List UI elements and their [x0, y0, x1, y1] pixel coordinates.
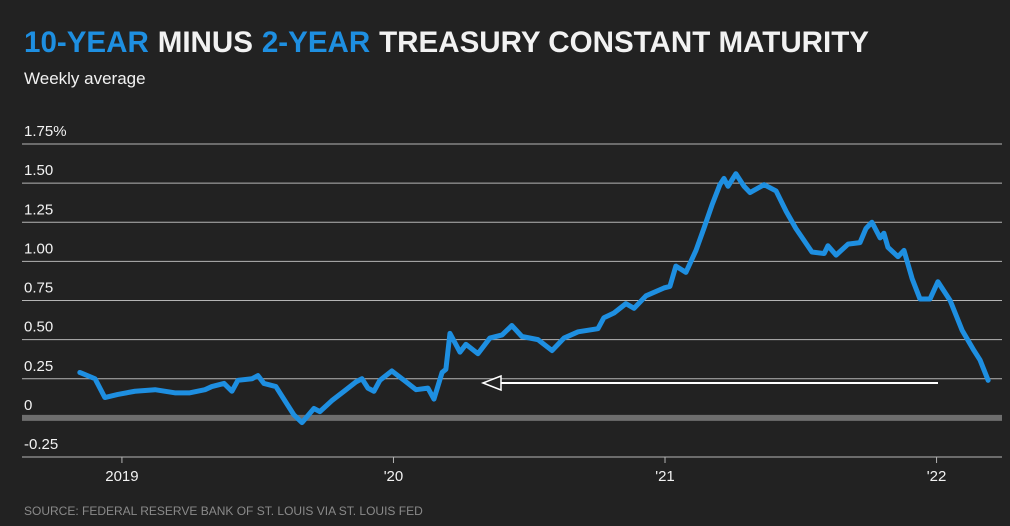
y-tick-label: 0 [24, 397, 32, 414]
plot-area [77, 171, 991, 426]
title-segment: TREASURY CONSTANT MATURITY [379, 26, 869, 59]
source-note: SOURCE: FEDERAL RESERVE BANK OF ST. LOUI… [24, 504, 423, 518]
title-segment: MINUS [158, 26, 253, 59]
x-tick-label: '22 [927, 468, 947, 485]
arrow-annotation [480, 374, 938, 392]
y-tick-label: -0.25 [24, 436, 58, 453]
chart-title: 10-YEAR MINUS 2-YEAR TREASURY CONSTANT MATU… [24, 26, 869, 59]
x-tick-label: '21 [655, 468, 675, 485]
y-tick-label: 1.00 [24, 240, 53, 257]
grid: 1.75% 1.50 1.25 1.00 0.75 0.50 0.25 0 -0.25 2019 '… [22, 123, 1002, 485]
x-tick-label: 2019 [105, 468, 138, 485]
arrow-head [480, 374, 502, 392]
y-tick-label: 1.25 [24, 201, 53, 218]
chart-subtitle: Weekly average [24, 69, 146, 88]
y-tick-label: 0.75 [24, 280, 53, 297]
y-tick-label: 1.50 [24, 162, 53, 179]
y-tick-label: 1.75% [24, 123, 67, 140]
x-tick-label: '20 [384, 468, 404, 485]
data-line [77, 171, 991, 426]
y-tick-label: 0.50 [24, 319, 53, 336]
y-tick-label: 0.25 [24, 358, 53, 375]
title-segment: 10-YEAR [24, 26, 149, 59]
title-segment: 2-YEAR [262, 26, 371, 59]
